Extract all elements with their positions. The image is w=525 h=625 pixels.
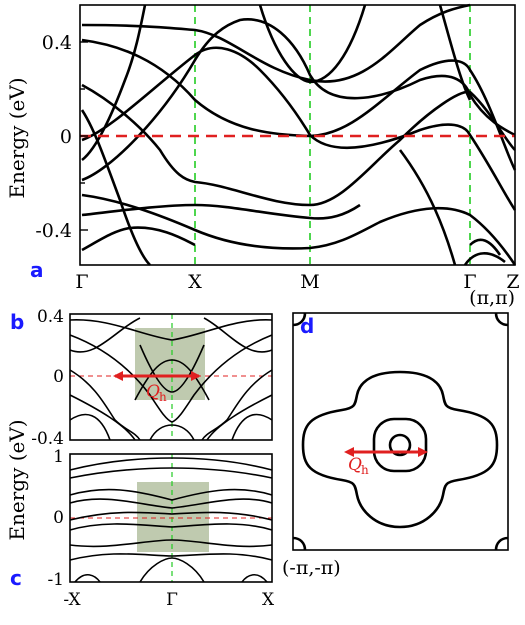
corner-label-top-right: (π,π) xyxy=(469,287,515,309)
xtick-label-a-4: Z xyxy=(506,271,519,293)
xtick-label-c-1: Γ xyxy=(166,590,178,610)
qh-arrow-head-right-d xyxy=(418,447,428,457)
bands-a xyxy=(80,3,517,266)
corner-label-bottom-left: (-π,-π) xyxy=(282,557,341,579)
panel-d: Q h (π,π) (-π,-π) d xyxy=(282,287,515,579)
panel-label-d: d xyxy=(300,314,314,338)
panel-c: 1 0 -1 Energy (eV) -X Γ X c xyxy=(5,419,275,610)
ylabel-a: Energy (eV) xyxy=(5,77,29,198)
ytick-label-a-0: 0.4 xyxy=(42,32,72,54)
xtick-label-a-0: Γ xyxy=(75,271,88,293)
panel-label-c: c xyxy=(10,566,22,590)
qh-sub-b: h xyxy=(159,390,167,404)
bands-b xyxy=(69,317,273,441)
fermi-surface-d xyxy=(292,312,509,551)
ytick-label-c-1: 0 xyxy=(53,508,64,528)
qh-label-b: Q xyxy=(146,382,160,402)
xtick-label-c-2: X xyxy=(262,590,275,610)
ytick-label-a-1: 0 xyxy=(60,126,72,148)
panel-label-b: b xyxy=(10,310,24,334)
xtick-label-c-0: -X xyxy=(63,590,81,610)
ytick-label-b-2: -0.4 xyxy=(31,429,64,449)
qh-arrow-head-left-d xyxy=(344,447,354,457)
plot-frame-d xyxy=(292,312,509,551)
panel-label-a: a xyxy=(30,258,44,282)
ytick-label-c-0: 1 xyxy=(53,447,64,467)
bands-c xyxy=(69,457,273,583)
kpoint-lines-a xyxy=(194,5,471,265)
ylabel-c: Energy (eV) xyxy=(5,419,29,540)
qh-arrow-head-right-b xyxy=(191,371,201,381)
qh-label-d: Q xyxy=(348,455,362,475)
ytick-label-c-2: -1 xyxy=(47,570,64,590)
panel-a: 0.4 0 -0.4 Energy (eV) Γ X M Γ Z a xyxy=(5,3,520,293)
xtick-label-a-1: X xyxy=(188,271,202,293)
panel-b: Q h 0.4 0 -0.4 b xyxy=(10,307,273,449)
xtick-label-a-3: Γ xyxy=(463,271,476,293)
yticks-a xyxy=(80,41,88,231)
plot-frame-b xyxy=(69,313,273,441)
ytick-label-a-2: -0.4 xyxy=(35,220,72,242)
ytick-label-b-0: 0.4 xyxy=(37,307,64,327)
qh-sub-d: h xyxy=(361,463,369,477)
qh-arrow-head-left-b xyxy=(113,371,123,381)
plot-frame-a xyxy=(79,4,516,266)
xtick-label-a-2: M xyxy=(300,271,319,293)
ytick-label-b-1: 0 xyxy=(53,367,64,387)
plot-frame-c xyxy=(69,453,273,583)
